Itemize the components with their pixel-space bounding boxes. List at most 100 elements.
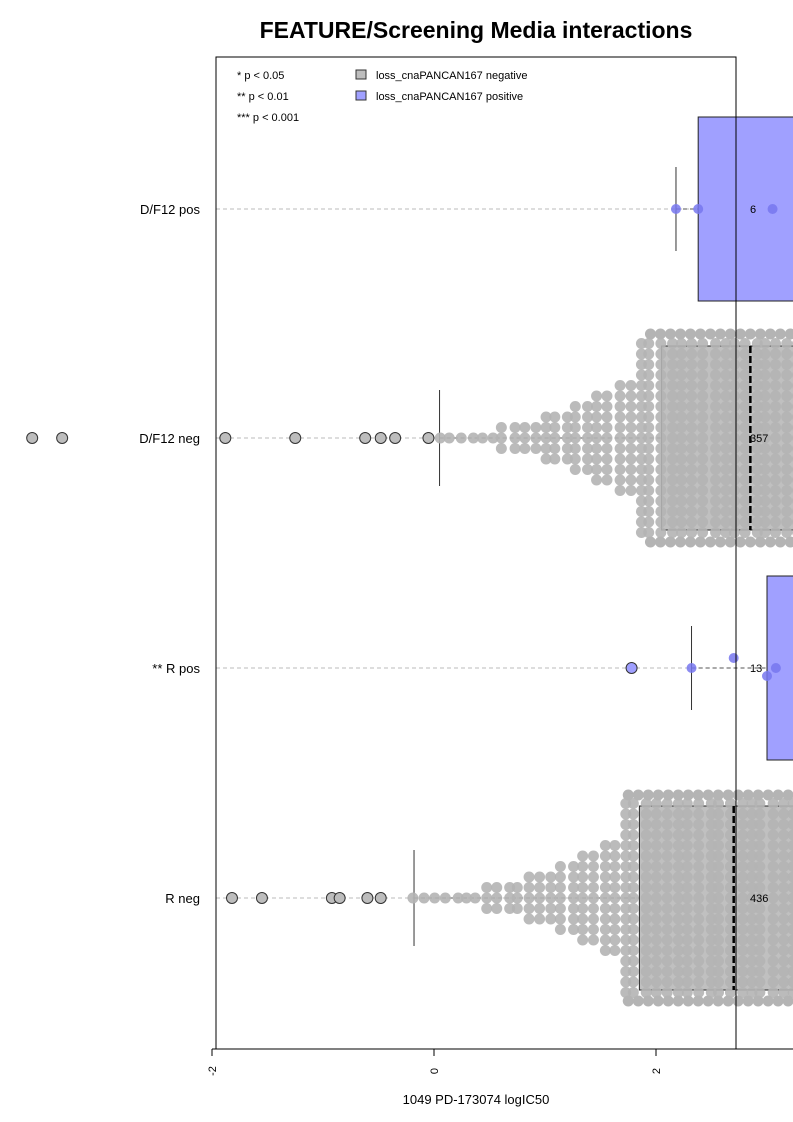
data-point xyxy=(554,903,566,914)
data-point xyxy=(728,516,740,528)
data-point xyxy=(568,903,580,914)
data-point xyxy=(661,808,673,820)
data-point xyxy=(523,892,535,904)
data-point xyxy=(720,411,732,423)
data-point xyxy=(650,892,662,904)
data-point xyxy=(712,819,724,830)
data-point xyxy=(746,871,758,883)
data-point xyxy=(767,882,779,893)
data-point xyxy=(519,422,531,433)
x-axis-label: 1049 PD-173074 logIC50 xyxy=(403,1092,550,1107)
data-point xyxy=(694,536,706,548)
data-point xyxy=(682,995,694,1007)
outlier-point xyxy=(359,432,372,444)
data-point xyxy=(686,464,698,475)
data-point xyxy=(549,443,561,454)
data-point xyxy=(710,411,722,423)
data-point xyxy=(739,369,751,381)
data-point xyxy=(710,422,722,433)
data-point xyxy=(710,527,722,538)
data-point xyxy=(627,871,639,883)
data-point xyxy=(549,453,561,465)
data-point xyxy=(693,913,705,925)
data-point xyxy=(737,976,749,988)
data-point xyxy=(650,808,662,820)
data-point xyxy=(686,401,698,412)
data-point xyxy=(675,401,687,412)
data-point xyxy=(681,871,693,883)
data-point xyxy=(769,411,781,423)
data-point xyxy=(675,359,687,370)
data-point xyxy=(722,789,734,801)
data-point xyxy=(655,527,667,538)
data-point xyxy=(569,411,581,423)
data-point xyxy=(787,976,793,988)
data-point xyxy=(519,432,531,444)
data-point xyxy=(720,401,732,412)
data-point xyxy=(681,861,693,872)
data-point xyxy=(661,829,673,841)
data-point xyxy=(686,527,698,538)
data-point xyxy=(650,924,662,935)
data-point xyxy=(569,464,581,475)
data-point xyxy=(720,443,732,454)
data-point xyxy=(720,422,732,433)
data-point xyxy=(746,924,758,935)
data-point xyxy=(754,850,766,862)
data-point xyxy=(681,966,693,977)
data-point xyxy=(778,840,790,851)
data-point xyxy=(650,913,662,925)
data-point xyxy=(614,380,626,391)
outlier-point xyxy=(219,432,232,444)
data-point xyxy=(650,934,662,946)
data-point xyxy=(769,495,781,507)
data-point xyxy=(509,422,521,433)
data-point xyxy=(778,808,790,820)
data-point xyxy=(754,328,766,340)
data-point xyxy=(664,536,676,548)
outlier-point xyxy=(225,892,238,904)
data-point xyxy=(739,359,751,370)
data-point xyxy=(754,934,766,946)
data-point xyxy=(568,871,580,883)
data-point xyxy=(429,892,441,904)
data-point xyxy=(530,443,542,454)
data-point xyxy=(577,861,589,872)
data-point xyxy=(643,380,655,391)
data-point xyxy=(787,913,793,925)
data-point xyxy=(767,798,779,809)
data-point xyxy=(693,850,705,862)
data-point xyxy=(495,432,507,444)
data-point xyxy=(712,850,724,862)
data-point xyxy=(675,474,687,486)
data-point xyxy=(681,924,693,935)
data-point xyxy=(640,924,652,935)
data-point xyxy=(697,485,709,496)
data-point xyxy=(561,432,573,444)
data-point xyxy=(481,892,493,904)
outlier-point xyxy=(56,432,69,444)
data-point xyxy=(620,913,632,925)
data-point xyxy=(710,485,722,496)
data-point xyxy=(667,506,679,517)
data-point xyxy=(759,432,771,444)
data-point xyxy=(710,474,722,486)
data-point xyxy=(710,338,722,349)
data-point xyxy=(655,495,667,507)
data-point xyxy=(640,850,652,862)
data-point xyxy=(661,945,673,956)
data-point xyxy=(554,871,566,883)
data-point xyxy=(746,903,758,914)
data-point xyxy=(767,829,779,841)
data-point xyxy=(728,422,740,433)
data-point xyxy=(655,474,667,486)
data-point xyxy=(787,819,793,830)
data-point xyxy=(467,432,479,444)
data-point xyxy=(640,955,652,967)
data-point xyxy=(609,924,621,935)
outlier-point xyxy=(361,892,374,904)
data-point xyxy=(712,903,724,914)
data-point xyxy=(759,390,771,402)
data-point xyxy=(778,903,790,914)
data-point xyxy=(681,840,693,851)
